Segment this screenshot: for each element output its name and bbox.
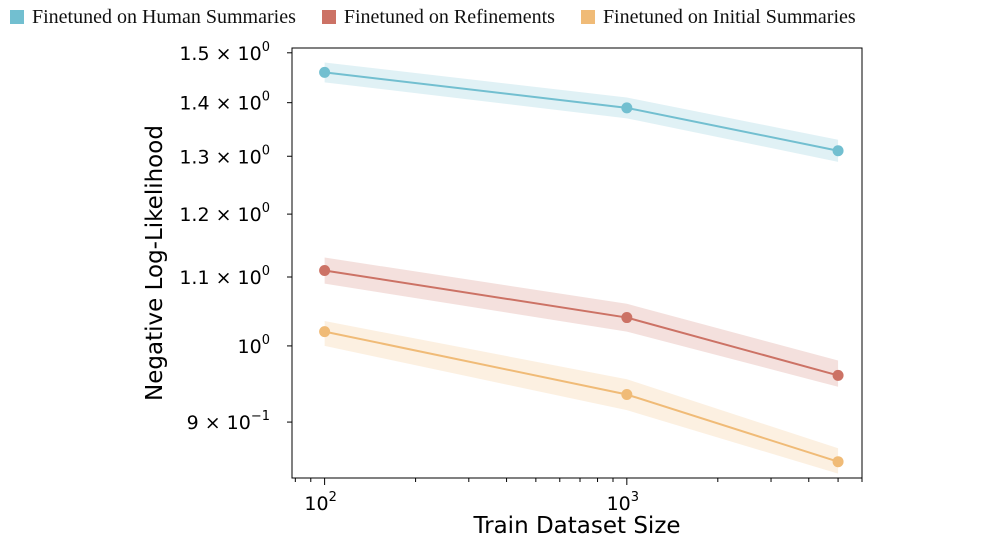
- series-1-point-2: [832, 369, 844, 381]
- plot-frame: [291, 47, 863, 479]
- series-2-point-0: [319, 326, 331, 338]
- series-1-point-1: [621, 312, 633, 324]
- legend-label-human: Finetuned on Human Summaries: [32, 5, 296, 28]
- legend-swatch-refinements: [321, 10, 336, 24]
- y-tick-label-4: 1.3 × 100: [179, 143, 270, 168]
- legend-item-refinements: Finetuned on Refinements: [321, 5, 555, 29]
- legend-label-initial: Finetuned on Initial Summaries: [602, 5, 856, 28]
- series-0-point-0: [319, 66, 331, 78]
- series-0-point-1: [621, 102, 633, 114]
- series-2-point-1: [621, 388, 633, 400]
- x-axis-title: Train Dataset Size: [472, 513, 680, 538]
- legend-item-initial: Finetuned on Initial Summaries: [580, 5, 856, 29]
- series-1-band: [324, 257, 839, 387]
- series-2-point-2: [832, 456, 844, 468]
- legend-swatch-initial: [580, 10, 595, 24]
- series-0-band: [324, 62, 839, 162]
- y-tick-label-0: 9 × 10−1: [187, 409, 270, 434]
- x-tick-label-1: 103: [607, 490, 639, 515]
- series-1-point-0: [319, 264, 331, 276]
- legend-item-human: Finetuned on Human Summaries: [10, 6, 296, 29]
- series-0-point-2: [832, 145, 844, 157]
- y-tick-label-2: 1.1 × 100: [179, 264, 270, 289]
- x-tick-label-0: 102: [304, 490, 336, 515]
- y-tick-label-6: 1.5 × 100: [179, 40, 270, 65]
- legend-label-refinements: Finetuned on Refinements: [343, 5, 555, 28]
- legend-swatch-human: [10, 10, 24, 24]
- chart-legend: Finetuned on Human Summaries Finetuned o…: [10, 3, 882, 31]
- y-tick-label-3: 1.2 × 100: [179, 201, 270, 226]
- y-tick-label-1: 100: [238, 333, 270, 358]
- y-axis-title: Negative Log-Likelihood: [142, 125, 168, 401]
- y-tick-label-5: 1.4 × 100: [179, 90, 270, 115]
